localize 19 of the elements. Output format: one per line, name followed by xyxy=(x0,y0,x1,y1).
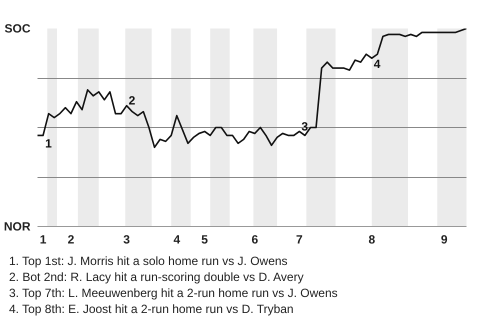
x-tick-label: 1 xyxy=(40,232,47,246)
annotation: 4 xyxy=(374,57,381,72)
annotation: 2 xyxy=(128,94,136,108)
x-tick-label: 9 xyxy=(440,232,448,246)
text: 1. Top 1st: J. Morris hit a solo home run vs J. Owens xyxy=(9,254,288,268)
x-tick-label: 5 xyxy=(201,232,208,246)
text: SOC xyxy=(4,22,31,36)
text: 2. Bot 2nd: R. Lacy hit a run-scoring double vs D. Avery xyxy=(9,270,304,284)
annotation: 1 xyxy=(45,136,52,150)
annotation: 3 xyxy=(301,119,308,134)
text: NOR xyxy=(4,220,31,234)
x-tick-label: 7 xyxy=(296,232,304,246)
x-tick-label: 3 xyxy=(123,232,130,246)
x-tick-label: 8 xyxy=(368,232,376,246)
x-tick-label: 4 xyxy=(173,232,180,246)
x-tick-label: 6 xyxy=(251,232,258,246)
text: 3. Top 7th: L. Meeuwenberg hit a 2-run home run vs J. Owens xyxy=(9,286,338,300)
x-tick-label: 2 xyxy=(68,232,75,246)
text: 4. Top 8th: E. Joost hit a 2-run home run vs D. Tryban xyxy=(9,302,294,316)
